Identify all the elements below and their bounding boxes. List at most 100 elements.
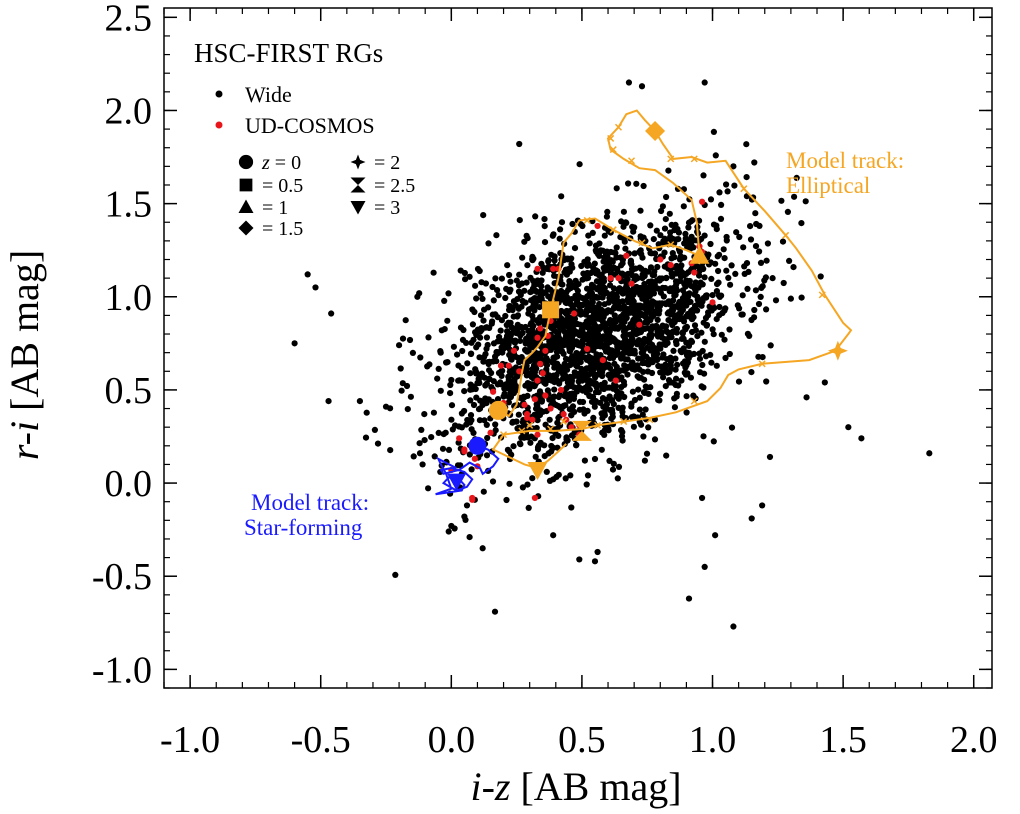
wide-point [597, 399, 604, 406]
wide-point [498, 275, 505, 282]
wide-point [638, 83, 646, 90]
wide-point [500, 393, 507, 400]
wide-point [489, 318, 496, 325]
wide-point [528, 337, 535, 344]
wide-point [551, 272, 558, 279]
wide-point [576, 406, 583, 413]
wide-point [651, 272, 658, 279]
wide-point [539, 269, 546, 276]
wide-point [551, 386, 558, 393]
wide-point [517, 441, 524, 448]
wide-point [482, 351, 489, 358]
wide-point [458, 377, 466, 384]
wide-point [563, 436, 570, 443]
wide-point [492, 427, 499, 434]
wide-point [656, 397, 663, 404]
wide-point [628, 266, 636, 273]
wide-point [666, 210, 673, 217]
wide-point [576, 332, 584, 339]
redshift-marker-legend: z = 0= 0.5= 1= 1.5 = 2= 2.5= 3 [238, 152, 415, 240]
wide-point [744, 285, 751, 292]
wide-point [568, 412, 575, 419]
wide-point [739, 292, 746, 299]
wide-point [660, 238, 667, 245]
wide-point [374, 440, 382, 447]
wide-point [529, 475, 536, 482]
ud-cosmos-point [584, 345, 591, 353]
wide-point [581, 300, 588, 308]
wide-point [437, 387, 444, 394]
wide-point [707, 259, 714, 266]
wide-point [610, 401, 617, 408]
wide-point [650, 351, 658, 358]
wide-point [636, 312, 643, 319]
wide-point [601, 410, 608, 417]
legend-marker-triangle-down-shape [350, 201, 366, 215]
wide-point [714, 253, 721, 260]
ud-cosmos-point [539, 370, 546, 377]
wide-point [541, 223, 548, 230]
wide-point [625, 270, 632, 277]
ud-cosmos-point [537, 325, 544, 332]
wide-point [584, 472, 592, 479]
elliptical-marker-triangle-up [689, 245, 710, 264]
wide-point [603, 309, 610, 316]
legend-marker-label: = 1.5 [262, 218, 303, 240]
wide-point [607, 282, 614, 289]
wide-point [534, 277, 541, 284]
wide-point [605, 299, 612, 306]
wide-point [461, 513, 468, 520]
wide-point [571, 429, 578, 436]
legend-marker-triangle-up [238, 199, 254, 213]
wide-point [476, 354, 483, 361]
wide-point [757, 259, 765, 266]
wide-point [629, 223, 636, 230]
wide-point [657, 390, 664, 397]
wide-point [513, 326, 521, 333]
elliptical-track-tick [740, 185, 748, 193]
wide-point [682, 230, 689, 237]
wide-point [692, 288, 699, 295]
wide-point [541, 239, 549, 246]
wide-point [522, 340, 529, 347]
wide-point [492, 421, 499, 428]
wide-point [710, 128, 718, 135]
wide-point [404, 406, 411, 413]
wide-point [640, 347, 647, 354]
elliptical-track-tick [560, 418, 568, 426]
wide-point [506, 448, 513, 455]
wide-point [506, 271, 513, 279]
legend-marker-value: = 3 [374, 197, 400, 219]
wide-point [691, 322, 699, 329]
wide-point [486, 324, 493, 332]
wide-point [618, 218, 625, 225]
wide-point [579, 276, 586, 283]
wide-point [445, 528, 452, 535]
wide-point [731, 182, 738, 189]
wide-point [741, 263, 748, 270]
wide-point [506, 368, 513, 375]
wide-point [488, 384, 495, 391]
wide-point [618, 390, 625, 397]
wide-point [568, 504, 575, 511]
wide-point [708, 359, 715, 366]
wide-point [537, 314, 544, 321]
wide-point [479, 545, 486, 552]
wide-point [632, 305, 640, 312]
wide-point [430, 269, 437, 276]
wide-point [579, 398, 587, 406]
legend-marker-triangle-down [350, 201, 366, 215]
wide-point [550, 476, 557, 483]
wide-point [676, 248, 684, 255]
ud-cosmos-point [691, 269, 698, 276]
wide-point [658, 363, 665, 370]
wide-point [585, 301, 593, 308]
wide-point [518, 354, 525, 361]
wide-point [581, 321, 588, 328]
legend-marker-label: = 3 [374, 197, 400, 219]
elliptical-track-tick [500, 431, 508, 439]
wide-point [544, 387, 552, 394]
starforming-marker-circle [468, 436, 487, 455]
wide-point [482, 395, 489, 402]
wide-point [475, 341, 482, 348]
